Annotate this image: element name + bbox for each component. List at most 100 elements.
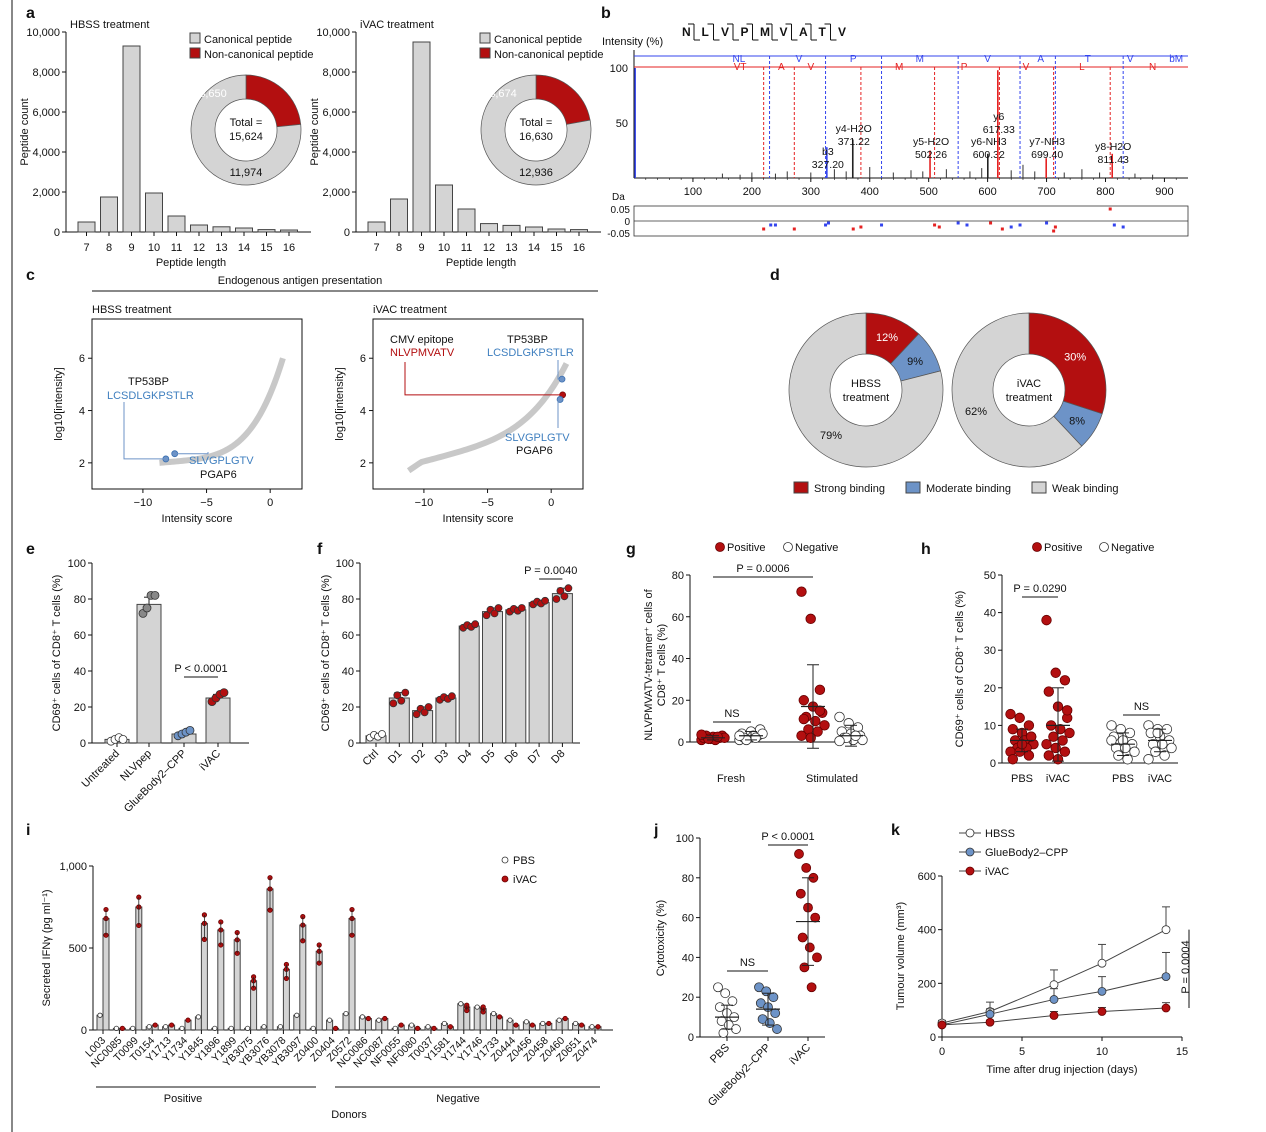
b-bottom-ion-label: M — [895, 62, 903, 73]
f-point — [424, 703, 433, 711]
a_ivac-legend-swatch — [479, 47, 491, 59]
h-1-dot — [1057, 735, 1068, 746]
j-1-dot — [768, 992, 779, 1003]
i-point-pbs — [507, 1017, 513, 1023]
g-ylabel: NLVPMVATV-tetramer⁺ cells of — [643, 588, 655, 740]
a_ivac-xtick-label: 11 — [461, 242, 472, 254]
c_hbss-xtick-label: −10 — [134, 497, 153, 509]
h-3-dot — [1159, 750, 1170, 761]
e-point — [118, 735, 128, 744]
i-legend-dot-ivac — [501, 875, 509, 883]
b-error-point — [824, 223, 828, 227]
h-1-dot — [1050, 667, 1061, 678]
f-xtick-label: D2 — [409, 748, 427, 766]
k-y-tick-label: 400 — [918, 925, 936, 937]
b-error-point — [773, 223, 777, 227]
i-point-ivac — [546, 1020, 552, 1027]
f-xtick-label: D3 — [433, 748, 451, 766]
e-xtick-label: iVAC — [197, 748, 223, 774]
i-point-pbs — [556, 1017, 562, 1023]
d-legend-swatch — [1031, 481, 1047, 494]
g-2-dot — [819, 720, 830, 731]
i-point-pbs — [392, 1025, 398, 1031]
b-peak-label: y8-H2O — [1095, 141, 1131, 153]
a_hbss-bar — [100, 196, 118, 233]
f-point — [389, 699, 398, 708]
a_ivac-bar — [435, 184, 453, 233]
e-y-tick-label: 80 — [74, 594, 86, 606]
j-xtick-label: PBS — [708, 1042, 732, 1066]
d-center-label: treatment — [1006, 392, 1052, 404]
b-error-point — [826, 221, 830, 225]
i-legend-dot-pbs — [501, 856, 509, 864]
a_ivac-y-tick-label: 10,000 — [316, 27, 350, 39]
b-error-point — [792, 227, 796, 231]
a_hbss-xtick-label: 7 — [83, 242, 89, 254]
h-group-label: PBS — [1011, 773, 1033, 785]
f-point — [556, 587, 565, 595]
j-2-dot — [797, 932, 808, 943]
g-2-dot — [796, 586, 807, 597]
k-y-tick-label: 200 — [918, 978, 936, 990]
i-point-pbs — [294, 1012, 300, 1018]
b-peak-mz: 617.33 — [983, 124, 1015, 136]
b-error-point — [762, 227, 766, 231]
c_hbss-xtick-label: −5 — [200, 497, 213, 509]
j-1-dot — [770, 1008, 781, 1019]
i-point-pbs — [425, 1024, 431, 1030]
a_hbss-donut-noncanon: 3,650 — [199, 88, 227, 100]
k-legend-label: GlueBody2–CPP — [985, 847, 1068, 859]
k-y-tick-label: 0 — [930, 1032, 936, 1044]
d-slice-label: 30% — [1064, 351, 1086, 363]
panel-letter: h — [921, 541, 931, 558]
j-0-dot — [718, 1028, 729, 1038]
c_ivac-xtick-label: −10 — [415, 497, 434, 509]
a_ivac-xtick-label: 9 — [418, 242, 424, 254]
b-xtick-label: 300 — [802, 186, 820, 198]
h-y-tick-label: 10 — [984, 720, 996, 732]
a_ivac-y-tick-label: 8,000 — [322, 67, 350, 79]
j-y-tick-label: 80 — [682, 873, 694, 885]
h-1-dot — [1041, 739, 1052, 750]
panel-letter: k — [891, 822, 900, 839]
f-point — [471, 620, 480, 629]
a_hbss-xtick-label: 11 — [171, 242, 182, 254]
a_hbss-xtick-label: 13 — [215, 242, 227, 254]
j-2-dot — [812, 952, 822, 963]
b-error-point — [933, 223, 937, 227]
i-legend-label: PBS — [513, 855, 535, 867]
b-error-point — [1108, 207, 1112, 211]
b-peak-label: y6-NH3 — [971, 136, 1007, 148]
g-1-dot — [750, 732, 761, 744]
b-top-ion-label: P — [850, 54, 857, 65]
b-error-point — [851, 227, 855, 231]
a_hbss-bar — [280, 229, 298, 233]
i-point-pbs — [179, 1025, 185, 1031]
b-error-point — [1000, 227, 1004, 231]
b-top-ion-label: NL — [733, 54, 746, 65]
a_hbss-xlabel: Peptide length — [156, 257, 226, 269]
c-ivac-peptide: NLVPMVATV — [390, 347, 455, 359]
b-bottom-ion-label: V — [807, 62, 814, 73]
b-sequence-bracket — [824, 23, 837, 41]
e-ylabel: CD69⁺ cells of CD8⁺ T cells (%) — [51, 575, 63, 732]
b-peak-mz: 600.32 — [973, 149, 1005, 161]
h-y-tick-label: 40 — [984, 608, 996, 620]
d-slice-label: 8% — [1069, 416, 1085, 428]
b-bottom-ion-label: A — [778, 62, 785, 73]
g-2-dot — [810, 715, 821, 727]
a_hbss-xtick-label: 16 — [283, 242, 295, 254]
b-bottom-ion-label: P — [961, 62, 968, 73]
b-top-ion-label: A — [1037, 54, 1044, 65]
j-y-tick-label: 60 — [682, 913, 694, 925]
h-0-dot — [1014, 712, 1025, 724]
a_hbss-y-tick-label: 6,000 — [32, 107, 60, 119]
e-sig-label: P < 0.0001 — [174, 663, 227, 675]
k-y-tick-label: 600 — [918, 871, 936, 883]
a_ivac-donut-slice-1 — [480, 74, 592, 186]
f-bar — [528, 602, 550, 744]
i-point-ivac — [578, 1022, 585, 1028]
g-2-dot — [814, 684, 826, 696]
g-y-tick-label: 20 — [672, 695, 684, 707]
f-y-tick-label: 40 — [342, 666, 354, 678]
